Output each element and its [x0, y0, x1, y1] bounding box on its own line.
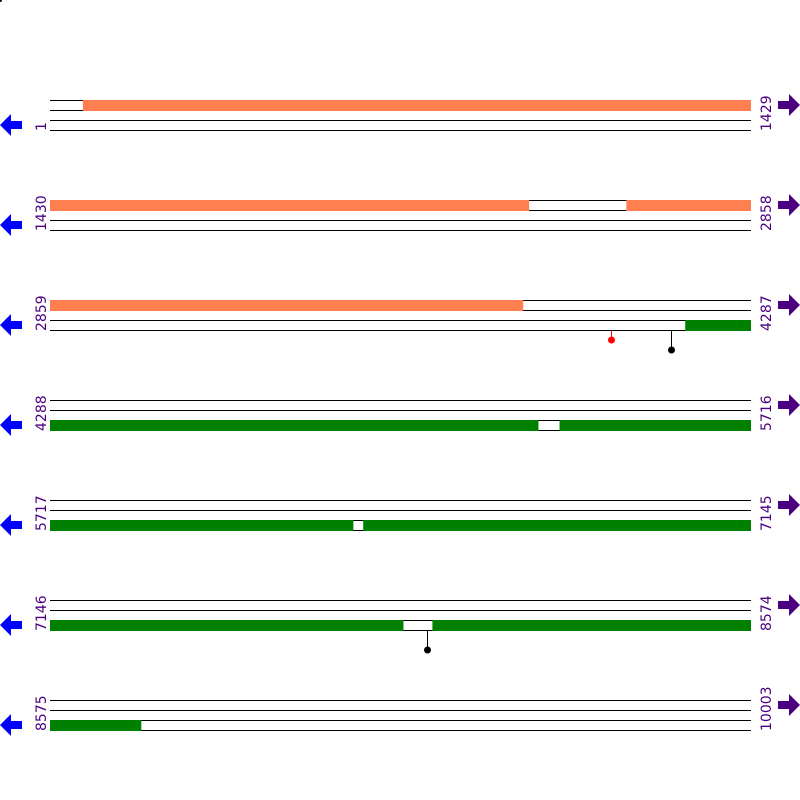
marker-dot: [424, 646, 431, 654]
start-position-label: 8575: [34, 695, 50, 731]
start-position-label: 1: [34, 122, 50, 131]
top-feature: [626, 200, 751, 211]
arrow-right-icon[interactable]: [778, 394, 800, 416]
bottom-feature: [363, 520, 751, 531]
start-position-label: 2859: [34, 295, 50, 331]
arrow-right-icon[interactable]: [778, 94, 800, 116]
corner-dot: [0, 0, 2, 2]
end-position-label: 7145: [759, 495, 775, 531]
arrow-right-icon[interactable]: [778, 694, 800, 716]
end-position-label: 8574: [759, 595, 775, 631]
bottom-feature: [50, 520, 354, 531]
bottom-feature: [432, 620, 751, 631]
bottom-feature: [50, 620, 404, 631]
arrow-right-icon[interactable]: [778, 194, 800, 216]
arrow-left-icon[interactable]: [0, 614, 22, 636]
marker-dot: [608, 336, 615, 344]
start-position-label: 5717: [34, 495, 50, 531]
arrow-left-icon[interactable]: [0, 114, 22, 136]
end-position-label: 1429: [759, 95, 775, 131]
arrow-left-icon[interactable]: [0, 414, 22, 436]
arrow-right-icon[interactable]: [778, 494, 800, 516]
arrow-left-icon[interactable]: [0, 314, 22, 336]
end-position-label: 4287: [759, 295, 775, 331]
start-position-label: 4288: [34, 395, 50, 431]
arrow-left-icon[interactable]: [0, 214, 22, 236]
arrow-right-icon[interactable]: [778, 294, 800, 316]
top-feature: [50, 200, 530, 211]
marker-dot: [668, 346, 675, 354]
bottom-feature: [50, 720, 142, 731]
arrow-right-icon[interactable]: [778, 594, 800, 616]
bottom-feature: [685, 320, 751, 331]
start-position-label: 1430: [34, 195, 50, 231]
bottom-feature: [559, 420, 751, 431]
start-position-label: 7146: [34, 595, 50, 631]
arrow-left-icon[interactable]: [0, 714, 22, 736]
end-position-label: 2858: [759, 195, 775, 231]
arrow-left-icon[interactable]: [0, 514, 22, 536]
end-position-label: 10003: [759, 686, 775, 731]
top-feature: [50, 300, 524, 311]
end-position-label: 5716: [759, 395, 775, 431]
top-feature: [82, 100, 751, 111]
bottom-feature: [50, 420, 539, 431]
